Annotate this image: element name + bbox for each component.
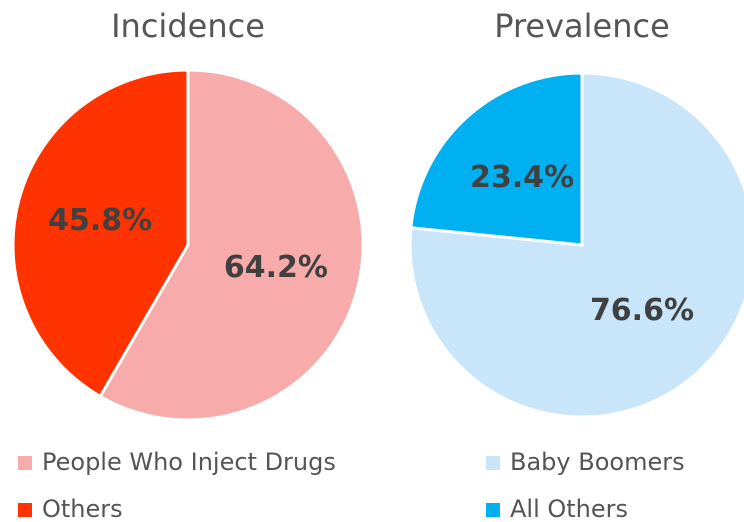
data-label: 23.4%	[470, 160, 574, 195]
pie-slice	[98, 68, 365, 422]
legend-label: People Who Inject Drugs	[42, 448, 336, 476]
legend-swatch	[18, 503, 32, 517]
data-label: 64.2%	[224, 250, 328, 285]
chart-title: Prevalence	[494, 7, 670, 45]
data-label: 45.8%	[48, 203, 152, 238]
data-label: 76.6%	[590, 293, 694, 328]
chart-title: Incidence	[111, 7, 265, 45]
pie-slice	[11, 68, 190, 399]
legend-label: Others	[42, 495, 123, 522]
legend-swatch	[486, 503, 500, 517]
pie-slice	[409, 71, 584, 247]
legend-label: All Others	[510, 495, 628, 522]
legend-label: Baby Boomers	[510, 448, 685, 476]
legend-swatch	[486, 456, 500, 470]
legend-swatch	[18, 456, 32, 470]
